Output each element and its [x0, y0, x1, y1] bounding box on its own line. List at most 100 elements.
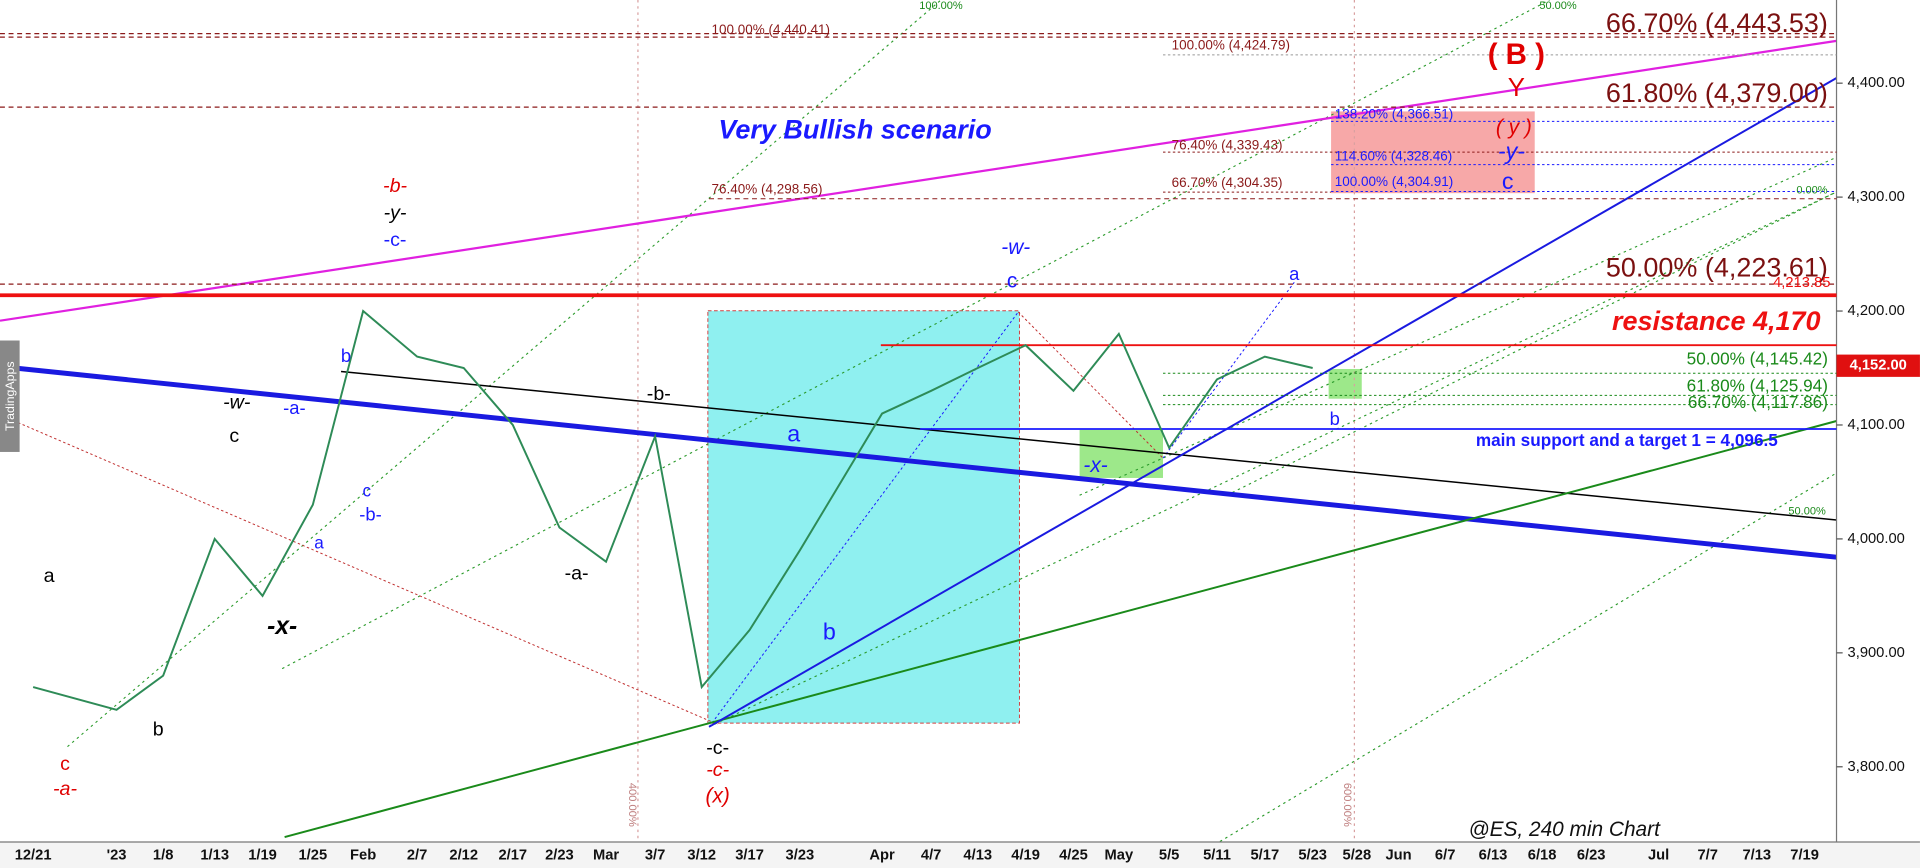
price-tag-label: 4,152.00: [1850, 358, 1907, 374]
x-tick-label: 4/7: [921, 848, 941, 864]
x-tick-label: '23: [107, 848, 127, 864]
wave-label: c: [1007, 270, 1017, 293]
channel-line: [1177, 472, 1837, 868]
percent-mark: 600.00%: [1341, 783, 1353, 827]
wave-label: -b-: [359, 503, 381, 524]
trend-line: [708, 77, 1838, 728]
y-tick-label: 3,800.00: [1848, 759, 1905, 775]
x-tick-label: 5/17: [1251, 848, 1280, 864]
x-tick-label: May: [1105, 848, 1134, 864]
wave-label: -a-: [283, 397, 305, 418]
level-label: 76.40% (4,339.43): [1172, 137, 1283, 152]
x-tick-label: 7/7: [1697, 848, 1717, 864]
trend-line: [0, 39, 1837, 322]
x-tick-label: 1/8: [153, 848, 173, 864]
wave-label: c: [229, 425, 239, 447]
level-label: 100.00% (4,304.91): [1335, 174, 1453, 189]
x-tick-label: 1/25: [299, 848, 328, 864]
x-axis-panel: [0, 841, 1920, 868]
wave-label: -c-: [706, 759, 729, 781]
x-tick-label: 5/28: [1343, 848, 1372, 864]
y-tick-label: 4,400.00: [1848, 75, 1905, 91]
y-tick-label: 4,200.00: [1848, 303, 1905, 319]
percent-mark: 100.00%: [919, 0, 963, 12]
wave-label: a: [314, 532, 324, 552]
source-tag: [0, 340, 20, 452]
x-tick-label: 7/13: [1742, 848, 1771, 864]
wave-label: ( B ): [1488, 38, 1545, 71]
channel-line: [281, 0, 1550, 670]
percent-mark: 400.00%: [626, 783, 638, 827]
x-tick-label: 6/18: [1528, 848, 1557, 864]
x-tick-label: 2/12: [449, 848, 478, 864]
x-tick-label: Jun: [1385, 848, 1411, 864]
level-label: 76.40% (4,298.56): [712, 181, 823, 196]
x-tick-label: 1/19: [248, 848, 277, 864]
channel-line: [708, 191, 1837, 728]
x-tick-label: 7/19: [1790, 848, 1819, 864]
wave-label: c: [363, 480, 372, 500]
wave-label: a: [1289, 263, 1300, 284]
y-tick-label: 3,900.00: [1848, 645, 1905, 661]
wave-label: b: [823, 618, 836, 644]
wave-label: a: [44, 565, 55, 587]
level-label: resistance 4,170: [1612, 305, 1821, 336]
wave-label: Y: [1508, 74, 1525, 102]
wave-label: -w-: [223, 391, 251, 413]
x-tick-label: 5/23: [1298, 848, 1327, 864]
wave-label: a: [787, 420, 801, 446]
level-label: 100.00% (4,440.41): [712, 22, 830, 37]
x-tick-label: 5/11: [1203, 848, 1231, 864]
level-label: 100.00% (4,424.79): [1172, 37, 1290, 52]
y-tick-label: 4,000.00: [1848, 531, 1905, 547]
level-label: 61.80% (4,125.94): [1687, 375, 1828, 395]
x-tick-label: Apr: [869, 848, 895, 864]
wave-label: ( y ): [1496, 116, 1532, 139]
percent-mark: 50.00%: [1788, 505, 1826, 517]
x-tick-label: Mar: [593, 848, 619, 864]
percent-mark: 0.00%: [1796, 185, 1827, 197]
wave-label: -b-: [383, 175, 407, 197]
x-tick-label: 2/17: [498, 848, 527, 864]
level-label: 50.00% (4,223.61): [1606, 251, 1828, 282]
wave-label: -y-: [384, 202, 407, 224]
wave-label: c: [1502, 168, 1514, 194]
level-label: 138.20% (4,366.51): [1335, 106, 1453, 121]
x-tick-label: 4/13: [963, 848, 992, 864]
source: TradingApps: [3, 361, 17, 431]
percent-mark: 50.00%: [1539, 0, 1577, 12]
x-tick-label: Jul: [1648, 848, 1669, 864]
wave-label: -a-: [565, 562, 589, 584]
x-tick-label: 4/19: [1011, 848, 1040, 864]
y-tick-label: 4,100.00: [1848, 417, 1905, 433]
wave-label: -b-: [647, 383, 671, 405]
wave-label: b: [341, 345, 351, 366]
wave-label: -c-: [384, 229, 407, 251]
trend-line: [340, 370, 1837, 521]
trend-line: [0, 364, 1837, 560]
chart-title: Very Bullish scenario: [718, 113, 991, 144]
level-label: 66.70% (4,304.35): [1172, 175, 1283, 190]
wave-label: c: [60, 753, 70, 775]
wave-label: -x-: [1083, 454, 1107, 477]
wave-label: -c-: [706, 737, 729, 759]
level-label: 66.70% (4,117.86): [1688, 392, 1828, 412]
price-line: [32, 309, 1313, 711]
level-label: 61.80% (4,379.00): [1606, 77, 1828, 108]
level-label: 4,213.85: [1773, 275, 1830, 291]
wave-label: -x-: [267, 613, 297, 640]
x-tick-label: Feb: [350, 848, 376, 864]
zone-box: [1328, 368, 1362, 399]
wave-label: b: [153, 718, 164, 740]
y-tick-label: 4,300.00: [1848, 189, 1905, 205]
x-tick-label: 6/13: [1479, 848, 1508, 864]
watermark: @ES, 240 min Chart: [1468, 818, 1661, 841]
level-label: 50.00% (4,145.42): [1687, 348, 1828, 368]
x-tick-label: 5/5: [1159, 848, 1179, 864]
channel-line: [67, 0, 942, 748]
trend-line: [284, 420, 1837, 838]
x-tick-label: 3/7: [645, 848, 665, 864]
